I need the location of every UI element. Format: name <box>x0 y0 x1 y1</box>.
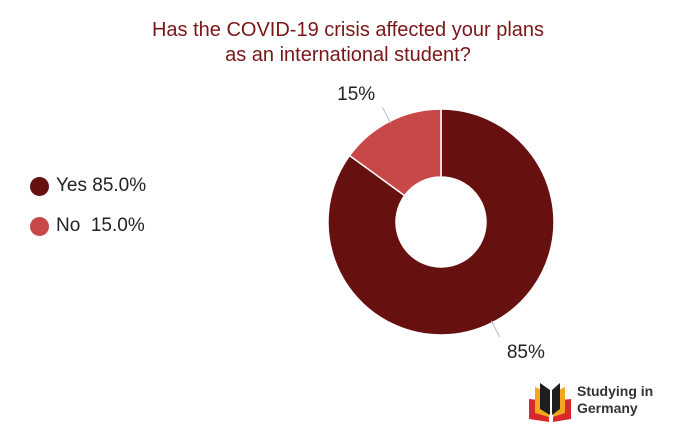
data-label-no: 15% <box>337 84 375 105</box>
legend-item-no: No 15.0% <box>30 214 146 238</box>
legend: Yes 85.0% No 15.0% <box>30 174 146 254</box>
legend-label-yes: Yes 85.0% <box>56 175 147 196</box>
legend-label-no: No 15.0% <box>56 215 145 236</box>
donut-slice-no <box>348 108 442 197</box>
logo-text: Studying in Germany <box>577 383 653 417</box>
chart-title-line-2: as an international student? <box>225 44 471 66</box>
data-label-yes: 85% <box>507 342 545 363</box>
logo-line-1: Studying in <box>577 383 654 399</box>
chart-title-line-1: Has the COVID-19 crisis affected your pl… <box>151 19 545 41</box>
logo-line-2: Germany <box>577 400 638 416</box>
chart-title: Has the COVID-19 crisis affected your pl… <box>0 18 696 68</box>
studying-in-germany-logo: Studying in Germany <box>527 381 677 423</box>
legend-swatch-yes <box>30 176 49 196</box>
book-logo-icon <box>529 383 571 422</box>
leader-line-yes <box>490 320 501 338</box>
legend-item-yes: Yes 85.0% <box>30 174 146 198</box>
leader-line-no <box>381 106 392 124</box>
legend-swatch-no <box>30 216 49 236</box>
donut-slice-yes <box>327 108 555 336</box>
